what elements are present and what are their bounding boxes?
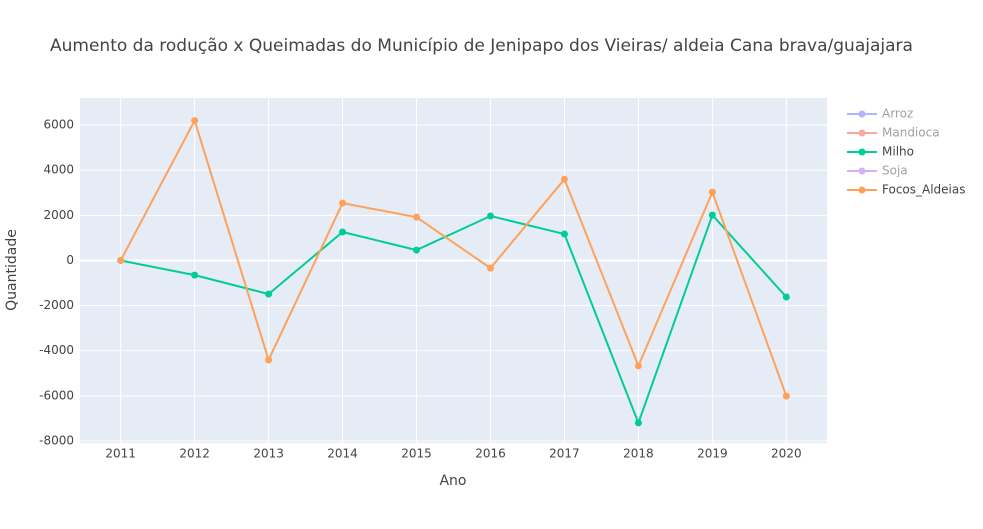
- legend-swatch-dot: [858, 129, 866, 137]
- data-point: [265, 290, 273, 298]
- y-axis-title: Quantidade: [4, 229, 20, 311]
- x-tick-label: 2012: [179, 447, 210, 461]
- plot-area: [80, 98, 827, 443]
- y-tick-label: -8000: [39, 433, 74, 447]
- y-tick-label: 6000: [43, 118, 74, 132]
- x-tick-label: 2020: [771, 447, 802, 461]
- data-point: [560, 230, 568, 238]
- legend-label: Mandioca: [882, 126, 940, 140]
- y-tick-label: -6000: [39, 388, 74, 402]
- y-tick-label: 2000: [43, 208, 74, 222]
- data-point: [486, 264, 494, 272]
- data-point: [708, 211, 716, 219]
- legend-label: Focos_Aldeias: [882, 183, 966, 197]
- data-point: [265, 356, 273, 364]
- data-point: [782, 392, 790, 400]
- legend-label: Milho: [882, 145, 914, 159]
- y-tick-label: -2000: [39, 298, 74, 312]
- data-point: [191, 117, 199, 125]
- x-tick-label: 2013: [253, 447, 284, 461]
- legend-item: Soja: [847, 164, 908, 178]
- legend-item: Milho: [847, 145, 914, 159]
- data-point: [191, 271, 199, 279]
- legend-swatch-dot: [858, 186, 866, 194]
- x-axis-title: Ano: [439, 473, 466, 489]
- data-point: [413, 246, 421, 254]
- data-point: [634, 362, 642, 370]
- legend-swatch-dot: [858, 110, 866, 118]
- legend-label: Arroz: [882, 107, 913, 121]
- x-tick-label: 2015: [401, 447, 432, 461]
- legend-label: Soja: [882, 164, 908, 178]
- series-line: [119, 117, 788, 397]
- data-point: [634, 419, 642, 427]
- y-tick-label: -4000: [39, 343, 74, 357]
- data-point: [339, 228, 347, 236]
- x-tick-label: 2019: [697, 447, 728, 461]
- data-point: [708, 188, 716, 196]
- legend-item: Arroz: [847, 107, 913, 121]
- x-tick-label: 2014: [327, 447, 358, 461]
- data-point: [782, 293, 790, 301]
- x-tick-label: 2018: [623, 447, 654, 461]
- legend-item: Mandioca: [847, 126, 940, 140]
- data-point: [339, 199, 347, 207]
- x-tick-label: 2017: [549, 447, 580, 461]
- data-point: [560, 175, 568, 183]
- y-tick-label: 0: [66, 253, 74, 267]
- data-point: [413, 213, 421, 221]
- legend-swatch-dot: [858, 167, 866, 175]
- chart-title: Aumento da rodução x Queimadas do Municí…: [50, 36, 913, 56]
- legend-item: Focos_Aldeias: [847, 183, 966, 197]
- y-tick-label: 4000: [43, 163, 74, 177]
- x-tick-label: 2016: [475, 447, 506, 461]
- x-tick-label: 2011: [105, 447, 136, 461]
- data-point: [486, 212, 494, 220]
- series-line: [120, 213, 788, 426]
- legend-swatch-dot: [858, 148, 866, 156]
- data-point: [117, 256, 125, 264]
